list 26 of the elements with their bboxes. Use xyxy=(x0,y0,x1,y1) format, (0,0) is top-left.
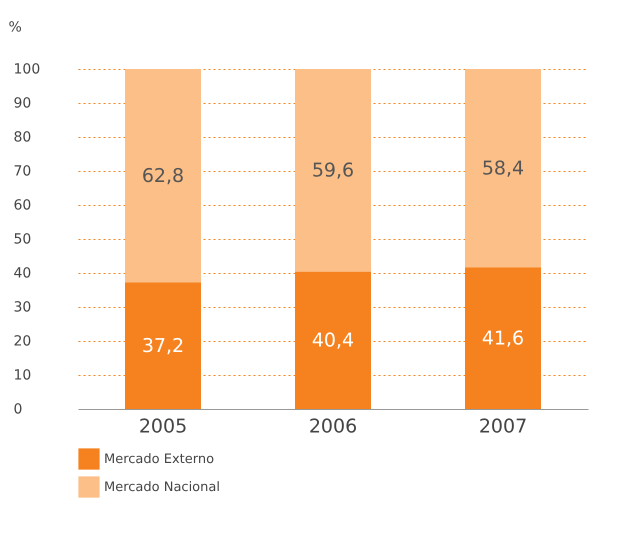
y-tick-label: 70 xyxy=(14,164,32,180)
y-tick-label: 30 xyxy=(14,300,32,316)
x-tick-label: 2006 xyxy=(308,416,358,438)
y-tick-label: 10 xyxy=(14,368,32,384)
y-tick-label: 100 xyxy=(14,62,40,78)
data-label: 59,6 xyxy=(312,159,354,182)
bar xyxy=(295,69,371,272)
bar xyxy=(465,69,541,268)
data-label: 58,4 xyxy=(482,157,524,180)
y-tick-label: 20 xyxy=(14,334,32,350)
y-axis-title: % xyxy=(8,20,22,36)
y-tick-label: 50 xyxy=(14,232,32,248)
data-label: 62,8 xyxy=(142,164,184,187)
data-label: 40,4 xyxy=(312,329,354,352)
y-tick-label: 60 xyxy=(14,198,32,214)
legend-label: Mercado Nacional xyxy=(104,480,220,495)
x-tick-label: 2005 xyxy=(138,416,188,438)
y-tick-label: 80 xyxy=(14,130,32,146)
bar xyxy=(125,69,201,283)
y-tick-label: 40 xyxy=(14,266,32,282)
data-label: 41,6 xyxy=(482,327,524,350)
legend-label: Mercado Externo xyxy=(104,452,214,467)
y-tick-label: 90 xyxy=(14,96,32,112)
x-tick-label: 2007 xyxy=(478,416,528,438)
data-label: 37,2 xyxy=(142,334,184,357)
y-tick-label: 0 xyxy=(14,402,22,418)
